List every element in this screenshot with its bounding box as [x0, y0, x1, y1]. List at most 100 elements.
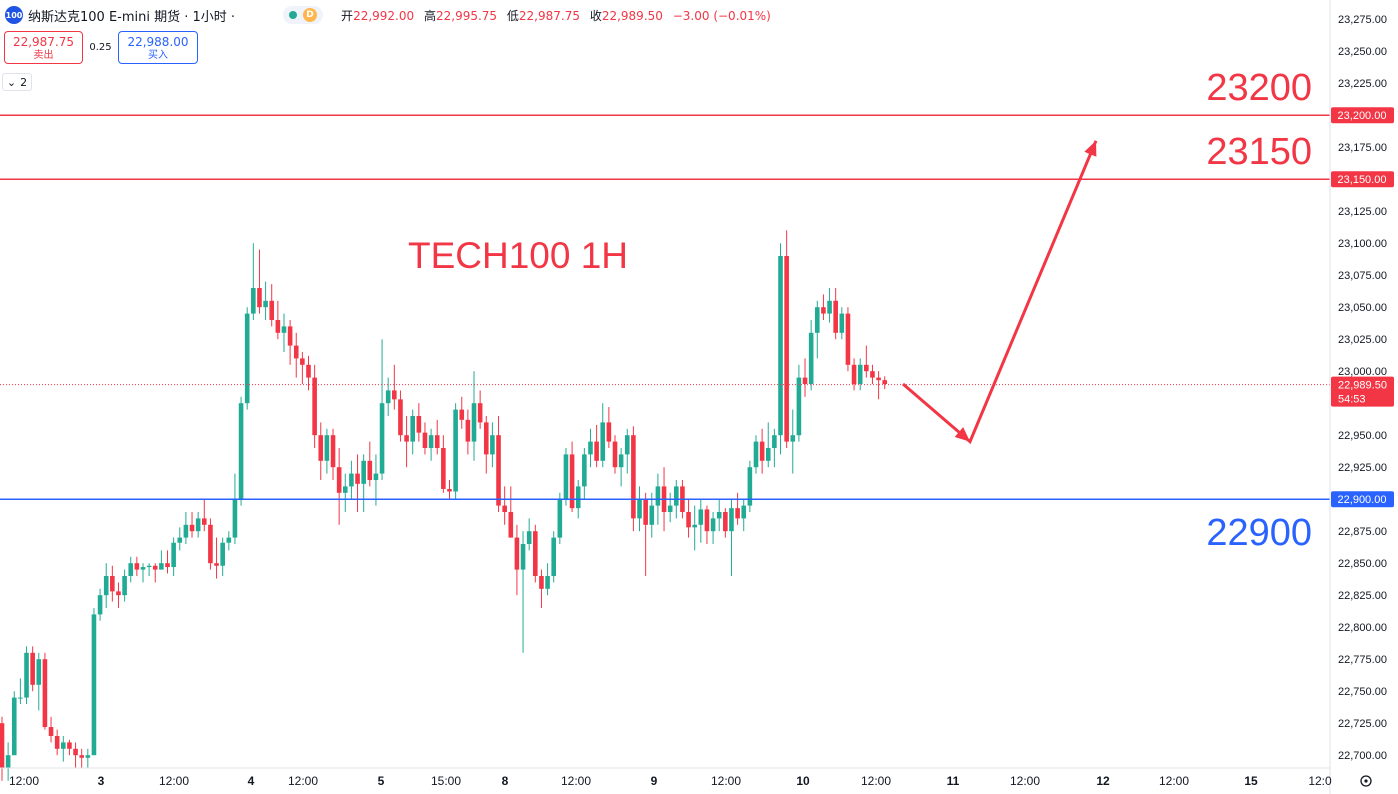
- candle-body: [606, 422, 612, 442]
- candle: [612, 435, 618, 474]
- buy-button[interactable]: 22,988.00 买入: [118, 31, 198, 64]
- candle: [128, 556, 134, 583]
- symbol-title[interactable]: 纳斯达克100 E-mini 期货 · 1小时 ·: [28, 9, 236, 25]
- y-tick-label: 23,175.00: [1338, 142, 1387, 154]
- candle-body: [416, 416, 422, 433]
- candle: [827, 288, 832, 323]
- candle-body: [545, 576, 550, 589]
- candle-body: [533, 531, 538, 576]
- x-tick-label: 5: [378, 774, 385, 788]
- y-tick-label: 22,750.00: [1338, 686, 1387, 698]
- candle-body: [502, 505, 507, 512]
- candle-body: [563, 454, 569, 500]
- candle: [753, 435, 759, 474]
- candle-body: [600, 422, 606, 461]
- candle-body: [263, 300, 268, 308]
- candle: [171, 537, 176, 576]
- sell-button[interactable]: 22,987.75 卖出: [4, 31, 83, 64]
- x-tick-label: 12:00: [561, 774, 591, 788]
- candle: [563, 448, 569, 506]
- x-tick-label: 12:00: [288, 774, 318, 788]
- symbol-logo[interactable]: 100: [5, 6, 23, 24]
- candle: [152, 563, 158, 583]
- candle: [0, 716, 5, 781]
- candle-body: [710, 518, 716, 532]
- candle-body: [398, 399, 403, 436]
- x-tick-label: 12:00: [711, 774, 741, 788]
- candle: [392, 364, 397, 410]
- candle-body: [201, 518, 207, 525]
- candle-body: [171, 542, 176, 568]
- candle-body: [772, 435, 777, 448]
- candle-body: [490, 435, 495, 455]
- axis-settings-icon[interactable]: [1360, 775, 1372, 787]
- candle: [269, 284, 275, 327]
- candle: [477, 390, 483, 429]
- candle-body: [477, 403, 483, 423]
- y-tick-label: 23,025.00: [1338, 334, 1387, 346]
- axis-tag-23150: [1331, 171, 1394, 188]
- y-tick-label: 23,100.00: [1338, 238, 1387, 250]
- candle-body: [220, 542, 225, 566]
- candle: [244, 307, 250, 410]
- candle: [539, 569, 544, 608]
- candle-body: [208, 524, 213, 564]
- candle: [428, 428, 434, 461]
- indicators-count: 2: [20, 75, 28, 89]
- candle-body: [851, 364, 857, 384]
- candle-body: [177, 537, 183, 543]
- candle: [91, 608, 97, 756]
- candle: [882, 376, 888, 390]
- candle-body: [61, 742, 66, 749]
- low-value: 22,987.75: [518, 8, 580, 23]
- candle-body: [465, 419, 471, 442]
- candle: [85, 748, 91, 768]
- bar-countdown: 54:53: [1338, 394, 1366, 406]
- candle: [765, 422, 771, 468]
- candle: [257, 249, 262, 314]
- candle-body: [91, 614, 97, 756]
- candle: [747, 460, 753, 512]
- candle-body: [453, 409, 458, 492]
- candle: [36, 652, 42, 711]
- candle: [30, 646, 35, 692]
- market-status[interactable]: D: [283, 6, 324, 24]
- y-tick-label: 22,800.00: [1338, 622, 1387, 634]
- candle: [441, 435, 446, 493]
- candle-body: [152, 565, 158, 570]
- candle-body: [18, 697, 23, 699]
- candle: [336, 448, 342, 525]
- candle: [422, 422, 428, 455]
- x-tick-label: 4: [248, 774, 255, 788]
- candle: [876, 371, 881, 400]
- candle: [784, 230, 789, 448]
- candle: [514, 524, 520, 596]
- candle-body: [686, 512, 691, 528]
- candle: [226, 531, 232, 551]
- candle-body: [0, 723, 5, 768]
- candle-body: [373, 473, 379, 480]
- candle: [434, 419, 440, 455]
- y-tick-label: 22,700.00: [1338, 750, 1387, 762]
- close-value: 22,989.50: [601, 8, 663, 23]
- candle-body: [103, 576, 109, 596]
- candle: [116, 582, 121, 608]
- indicators-toggle[interactable]: ⌄ 2: [2, 73, 32, 91]
- candle-body: [814, 307, 820, 333]
- candle-body: [85, 755, 91, 758]
- candle: [306, 355, 311, 391]
- candle-body: [24, 652, 29, 698]
- x-tick-label: 12:0: [1308, 774, 1332, 788]
- candle-body: [821, 307, 826, 314]
- candle: [729, 499, 734, 576]
- candle: [772, 428, 777, 468]
- candle: [637, 486, 642, 532]
- candle-body: [195, 518, 201, 532]
- candle-body: [5, 755, 11, 768]
- y-tick-label: 22,875.00: [1338, 526, 1387, 538]
- candle: [220, 537, 225, 576]
- candle-body: [134, 563, 140, 570]
- candle-body: [330, 435, 336, 468]
- candle: [140, 563, 146, 583]
